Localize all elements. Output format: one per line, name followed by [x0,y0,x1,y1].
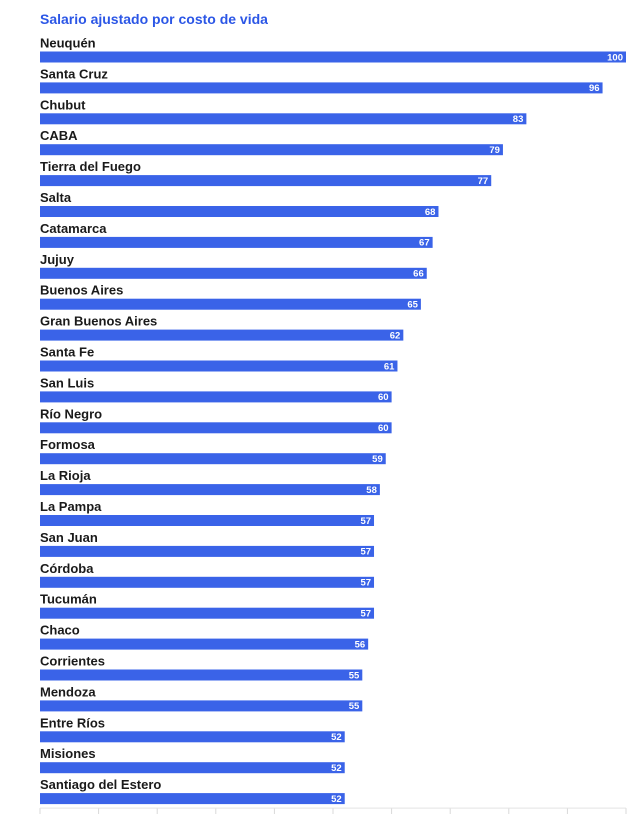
bar [40,453,386,465]
grid-lines [39,807,627,814]
value-label: 60 [378,423,389,434]
value-label: 57 [360,578,371,589]
chart-title: Salario ajustado por costo de vida [40,11,268,27]
bar [40,793,345,805]
value-label: 58 [366,485,377,496]
category-label: Entre Ríos [40,715,105,730]
bar [40,82,603,94]
category-label: Mendoza [40,684,96,699]
bar [40,175,492,187]
bars: Neuquén 100 Santa Cruz 96 Chubut 83 CABA 79 Tier… [40,36,626,805]
category-label: Neuquén [40,36,96,51]
bar [40,51,626,63]
bar [40,267,427,279]
value-label: 55 [349,701,360,712]
bar [40,113,527,125]
bar [40,576,375,588]
bar [40,484,380,496]
value-label: 52 [331,794,342,805]
category-label: Jujuy [40,252,75,267]
value-label: 62 [390,330,401,341]
value-label: 59 [372,454,383,465]
bar [40,206,439,217]
category-label: Tierra del Fuego [40,159,141,174]
value-label: 56 [355,639,366,650]
bar [40,298,421,310]
bar [40,638,369,650]
category-label: Chubut [40,97,86,112]
bar [40,144,503,156]
category-label: Río Negro [40,406,102,421]
category-label: Formosa [40,437,96,452]
value-label: 83 [513,114,524,125]
value-label: 55 [349,670,360,681]
value-label: 52 [331,732,342,743]
bar [40,236,433,248]
bar [40,422,392,434]
category-label: Córdoba [40,561,94,576]
category-label: Tucumán [40,592,97,607]
value-label: 57 [360,547,371,558]
category-label: Santa Cruz [40,66,108,81]
category-label: La Rioja [40,468,91,483]
category-label: Salta [40,190,72,205]
value-label: 79 [489,145,500,156]
category-label: Santiago del Estero [40,777,161,792]
value-label: 67 [419,238,430,249]
bar [40,545,375,557]
category-label: San Juan [40,530,98,545]
category-label: San Luis [40,375,94,390]
bar [40,515,375,526]
category-label: Gran Buenos Aires [40,314,157,329]
value-label: 96 [589,83,600,94]
value-label: 61 [384,361,395,372]
value-label: 100 [607,52,623,63]
value-label: 66 [413,269,424,280]
bar [40,669,363,681]
category-label: Misiones [40,746,96,761]
bar [40,391,392,403]
category-label: Buenos Aires [40,283,123,298]
bar [40,360,398,372]
bar [40,607,375,619]
value-label: 77 [478,176,489,187]
bar [40,731,345,743]
category-label: Santa Fe [40,345,94,360]
value-label: 57 [360,516,371,527]
category-label: La Pampa [40,499,102,514]
bar [40,329,404,341]
category-label: Catamarca [40,221,107,236]
bar [40,762,345,774]
value-label: 65 [407,300,418,311]
value-label: 68 [425,207,436,218]
value-label: 57 [360,609,371,620]
value-label: 52 [331,763,342,774]
category-label: CABA [40,128,78,143]
value-label: 60 [378,392,389,403]
category-label: Corrientes [40,654,105,669]
category-label: Chaco [40,623,80,638]
bar [40,700,363,712]
